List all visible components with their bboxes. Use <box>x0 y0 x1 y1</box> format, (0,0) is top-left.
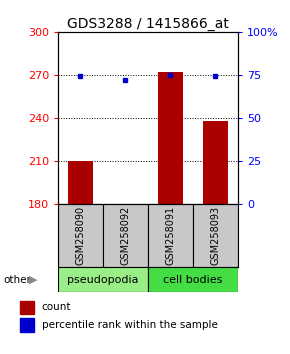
Text: cell bodies: cell bodies <box>163 275 222 285</box>
Bar <box>203 121 228 204</box>
Bar <box>68 161 93 204</box>
Text: GSM258091: GSM258091 <box>165 206 175 265</box>
Text: GSM258090: GSM258090 <box>75 206 86 265</box>
Text: count: count <box>42 302 71 312</box>
Bar <box>20 301 34 314</box>
Bar <box>58 267 148 292</box>
Bar <box>158 72 183 204</box>
Text: ▶: ▶ <box>29 275 37 285</box>
Bar <box>20 318 34 332</box>
Text: other: other <box>3 275 31 285</box>
Text: percentile rank within the sample: percentile rank within the sample <box>42 320 218 330</box>
Text: GSM258092: GSM258092 <box>120 206 130 265</box>
Bar <box>58 204 103 267</box>
Bar <box>148 204 193 267</box>
Title: GDS3288 / 1415866_at: GDS3288 / 1415866_at <box>67 17 229 31</box>
Bar <box>193 204 238 267</box>
Bar <box>148 267 238 292</box>
Bar <box>103 204 148 267</box>
Text: GSM258093: GSM258093 <box>210 206 220 265</box>
Text: pseudopodia: pseudopodia <box>67 275 139 285</box>
